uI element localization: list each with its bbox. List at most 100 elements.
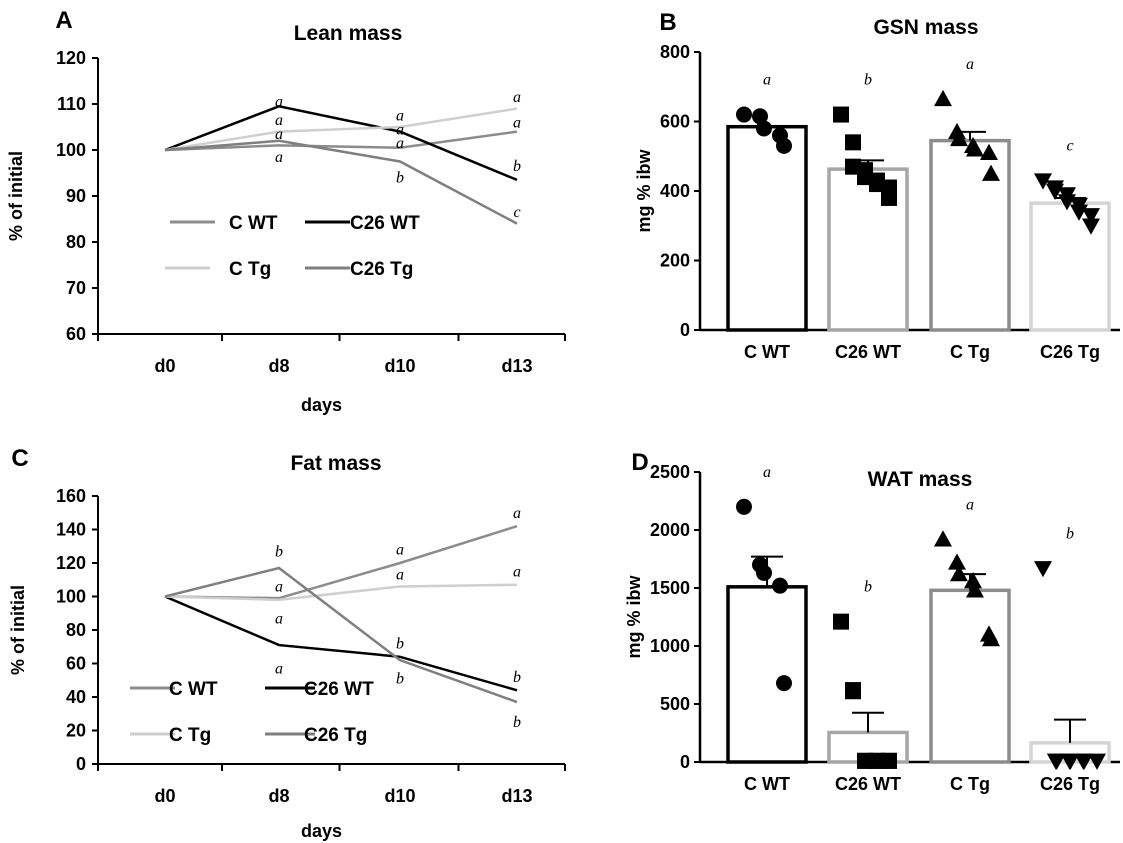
bar	[726, 124, 808, 332]
significance-letter: b	[396, 170, 404, 187]
y-tick-label: 600	[660, 112, 690, 132]
y-tick-label: 20	[66, 721, 86, 741]
significance-letter: b	[396, 671, 404, 688]
x-tick-label: C26 Tg	[1040, 774, 1100, 794]
data-point	[776, 137, 792, 154]
significance-letter: b	[396, 635, 404, 652]
series-line	[164, 595, 518, 692]
significance-letter: c	[513, 204, 520, 221]
data-point	[934, 89, 952, 107]
data-point	[950, 565, 968, 582]
y-tick-label: 60	[66, 654, 86, 674]
y-tick-label: 0	[76, 754, 86, 774]
series-line	[164, 566, 518, 704]
significance-letter: b	[275, 543, 283, 560]
legend-label: C Tg	[169, 725, 211, 746]
data-point	[845, 134, 861, 151]
chart-title: Fat mass	[290, 452, 381, 475]
y-tick-label: 100	[56, 587, 86, 607]
series-line	[164, 524, 518, 600]
legend-label: C WT	[229, 213, 278, 234]
data-point	[964, 572, 982, 589]
chart-title: Lean mass	[294, 22, 403, 45]
y-tick-label: 1000	[650, 636, 690, 656]
significance-letter: a	[513, 563, 521, 580]
panel-letter: B	[659, 9, 676, 36]
significance-letter: a	[513, 89, 521, 106]
data-point	[756, 120, 772, 137]
data-point	[845, 683, 861, 700]
y-tick-label: 120	[56, 553, 86, 573]
significance-letter: b	[864, 72, 872, 89]
legend-label: C26 WT	[304, 679, 374, 700]
y-tick-label: 90	[66, 186, 86, 206]
y-tick-label: 40	[66, 687, 86, 707]
data-point	[948, 553, 966, 570]
significance-letter: a	[396, 567, 404, 584]
legend-label: C26 Tg	[304, 725, 367, 746]
data-point	[1082, 218, 1100, 235]
data-point	[1082, 208, 1100, 225]
data-point	[776, 675, 792, 692]
significance-letter: a	[275, 149, 283, 166]
y-tick-label: 80	[66, 620, 86, 640]
x-tick-label: d8	[268, 356, 289, 376]
x-tick-label: d0	[154, 356, 175, 376]
panel-letter: C	[11, 445, 28, 472]
x-tick-label: C WT	[744, 342, 790, 362]
x-tick-label: d0	[154, 786, 175, 806]
y-axis-label: mg % ibw	[624, 575, 644, 659]
chart-title: WAT mass	[868, 468, 973, 491]
y-tick-label: 160	[56, 486, 86, 506]
significance-letter: a	[763, 72, 771, 89]
data-point	[881, 752, 897, 769]
y-tick-label: 140	[56, 520, 86, 540]
y-tick-label: 100	[56, 140, 86, 160]
significance-letter: a	[275, 126, 283, 143]
data-point	[833, 613, 849, 630]
data-point	[1034, 173, 1052, 190]
data-point	[1047, 753, 1066, 770]
panel-D: D WAT mass 0 500 1000 1500 2000 2500 mg % ibw C W…	[624, 449, 1120, 794]
y-axis-label: % of initial	[8, 585, 28, 675]
significance-letter: a	[275, 578, 283, 595]
significance-letter: b	[513, 158, 521, 175]
data-point	[881, 189, 897, 206]
series-line	[164, 130, 518, 152]
x-tick-label: d10	[384, 356, 415, 376]
data-point	[966, 140, 984, 157]
panel-A: A Lean mass 60 70 80 90 100 110 120 d0 d8 d10 d13 day…	[6, 7, 566, 415]
y-axis-label: mg % ibw	[634, 149, 654, 233]
data-point	[736, 498, 752, 515]
significance-letter: a	[396, 121, 404, 138]
panel-letter: D	[631, 449, 648, 476]
x-tick-label: C26 Tg	[1040, 342, 1100, 362]
data-point	[752, 108, 768, 125]
x-tick-label: d8	[268, 786, 289, 806]
bar	[929, 138, 1011, 332]
data-point	[1075, 753, 1094, 770]
significance-letter: a	[966, 56, 974, 73]
series-line	[164, 139, 518, 225]
significance-letter: a	[396, 108, 404, 125]
y-tick-label: 0	[680, 752, 690, 772]
x-tick-label: C Tg	[950, 342, 990, 362]
significance-letter: b	[513, 714, 521, 731]
significance-letter: b	[1066, 525, 1074, 542]
y-tick-label: 800	[660, 42, 690, 62]
significance-letter: a	[275, 94, 283, 111]
legend-label: C26 Tg	[350, 259, 413, 280]
data-point	[772, 577, 788, 594]
y-tick-label: 500	[660, 694, 690, 714]
x-tick-label: C26 WT	[835, 342, 901, 362]
significance-letter: a	[396, 542, 404, 559]
data-point	[934, 530, 952, 547]
y-axis-label: % of initial	[6, 151, 26, 241]
y-tick-label: 60	[66, 324, 86, 344]
y-tick-label: 0	[680, 320, 690, 340]
x-axis-label: days	[301, 821, 342, 841]
data-point	[736, 106, 752, 123]
significance-letter: a	[966, 496, 974, 513]
x-tick-label: d13	[501, 786, 532, 806]
